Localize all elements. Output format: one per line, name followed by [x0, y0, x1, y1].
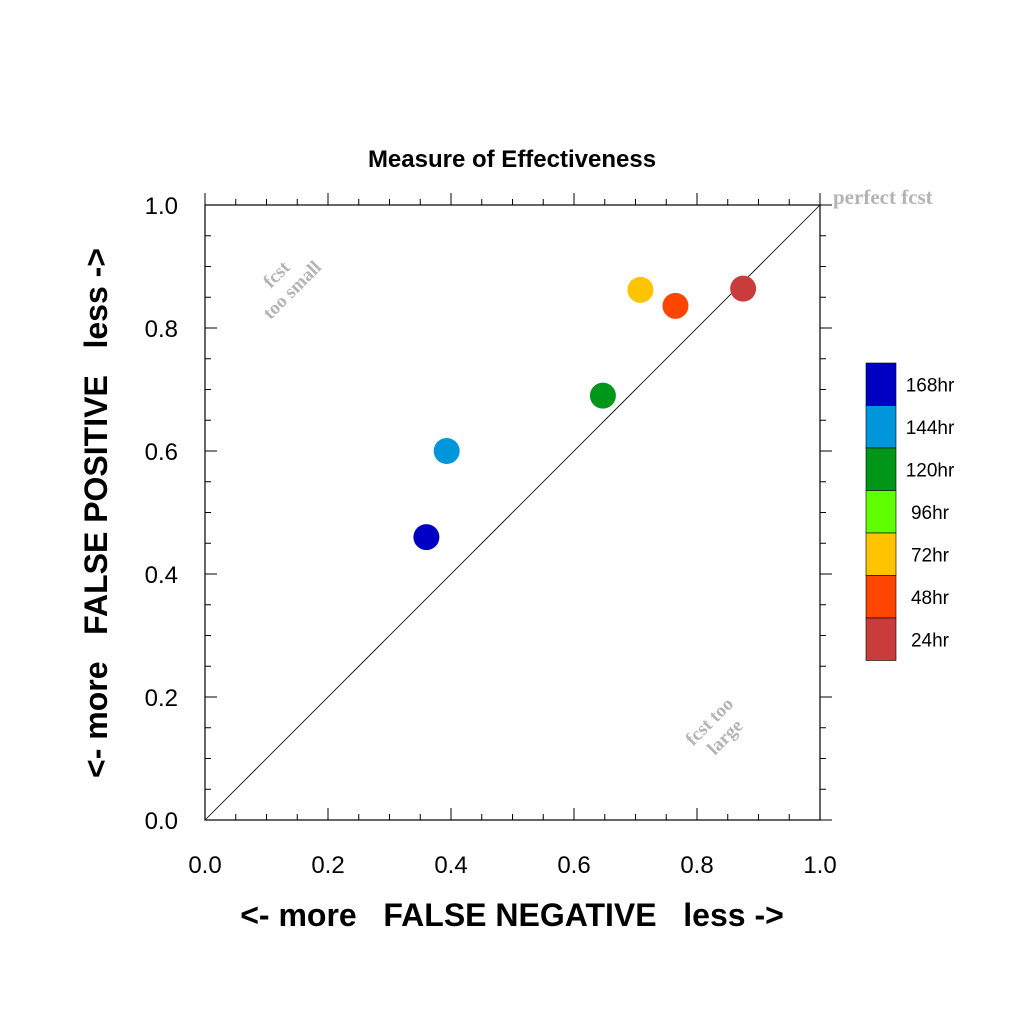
y-tick-label: 0.4 — [145, 562, 178, 589]
data-point-120hr — [589, 382, 616, 409]
legend-swatch-72hr — [865, 532, 897, 576]
y-axis-label: <- more FALSE POSITIVE less -> — [78, 248, 114, 778]
x-tick-label: 0.8 — [680, 852, 713, 879]
y-tick-label: 0.0 — [145, 808, 178, 835]
data-point-168hr — [413, 524, 440, 551]
data-point-48hr — [662, 292, 689, 319]
data-points — [413, 275, 757, 551]
x-tick-label: 1.0 — [803, 852, 836, 879]
too-large-annotation: fcst too large — [682, 694, 748, 760]
legend-swatch-120hr — [865, 447, 897, 491]
x-tick-label: 0.6 — [557, 852, 590, 879]
data-point-24hr — [730, 275, 757, 302]
legend: 168hr 144hr 120hr 96hr 72hr 48hr 24hr — [865, 362, 955, 661]
legend-label: 24hr — [911, 630, 950, 651]
legend-label: 120hr — [906, 460, 955, 481]
axis-ticks — [204, 193, 832, 821]
y-tick-label: 0.6 — [145, 439, 178, 466]
x-tick-label: 0.2 — [311, 852, 344, 879]
legend-label: 168hr — [906, 375, 955, 396]
too-small-annotation: fcst too small — [259, 257, 326, 324]
x-axis-label: <- more FALSE NEGATIVE less -> — [240, 897, 784, 933]
legend-label: 72hr — [911, 545, 950, 566]
diagonal-line — [204, 204, 821, 821]
x-tick-label: 0.0 — [188, 852, 221, 879]
data-point-144hr — [433, 438, 460, 464]
y-tick-label: 0.8 — [145, 316, 178, 343]
y-tick-label: 0.2 — [145, 685, 178, 712]
y-tick-label: 1.0 — [145, 193, 178, 220]
legend-swatch-24hr — [865, 617, 897, 661]
legend-label: 48hr — [911, 588, 950, 609]
perfect-forecast-annotation: perfect fcst — [833, 185, 933, 209]
legend-swatch-144hr — [865, 405, 897, 449]
legend-swatch-96hr — [865, 490, 897, 534]
legend-swatch-48hr — [865, 575, 897, 619]
legend-label: 96hr — [911, 503, 950, 524]
tick-labels: 0.0 0.2 0.4 0.6 0.8 1.0 0.0 0.2 0.4 0.6 0.8 1.0 — [145, 193, 837, 879]
chart-title: Measure of Effectiveness — [368, 146, 656, 173]
x-tick-label: 0.4 — [434, 852, 467, 879]
data-point-72hr — [627, 276, 654, 303]
legend-label: 144hr — [906, 418, 955, 439]
legend-swatch-168hr — [865, 362, 897, 406]
